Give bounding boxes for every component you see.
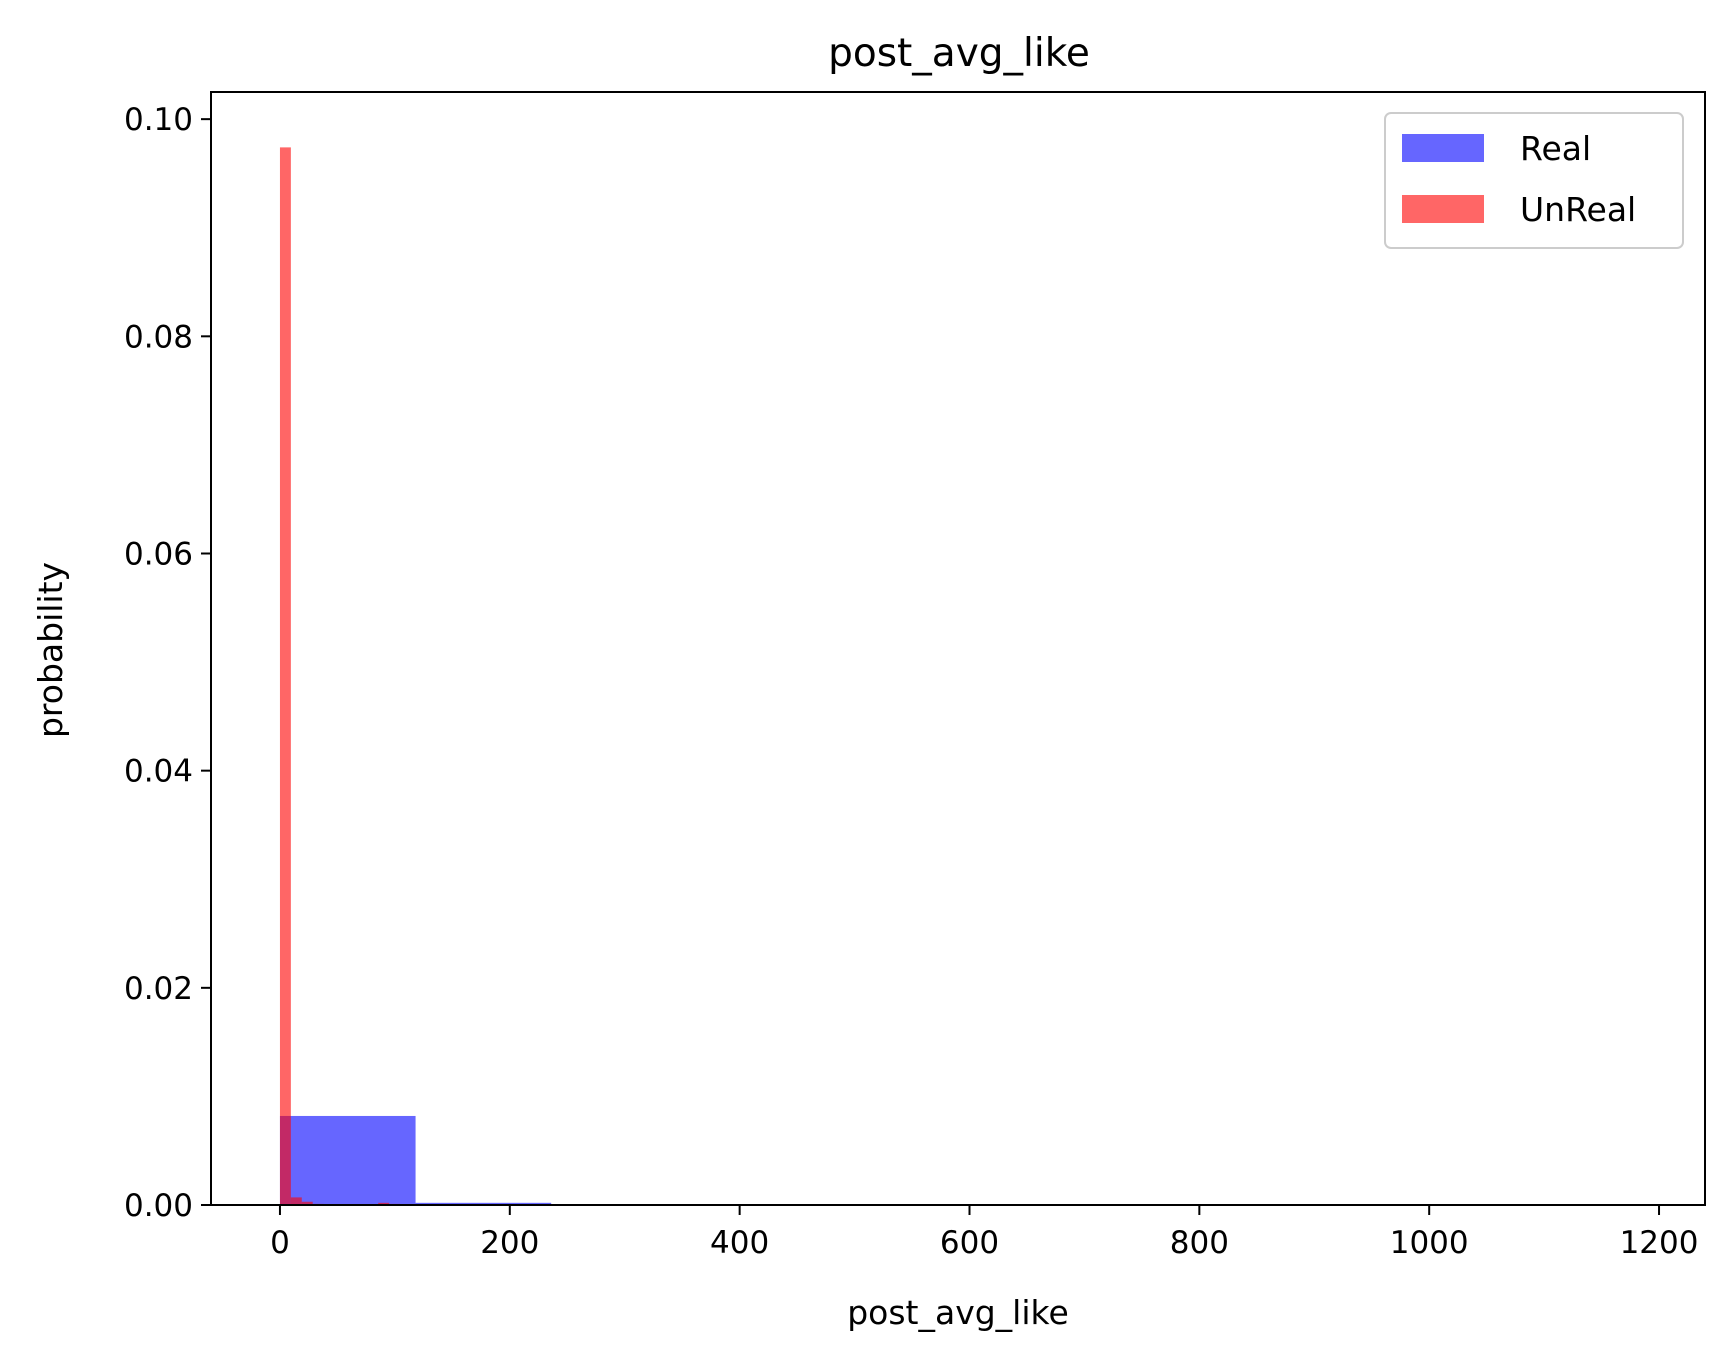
bar-unreal-1 — [290, 1197, 302, 1205]
x-tick-label: 400 — [710, 1225, 769, 1261]
x-axis: 0 200 400 600 800 1000 1200 — [270, 1205, 1698, 1261]
bar-unreal-0 — [279, 147, 291, 1205]
x-tick-label: 600 — [940, 1225, 999, 1261]
histogram-bars — [279, 147, 552, 1205]
y-tick-label: 0.00 — [124, 1188, 193, 1224]
legend-label-real: Real — [1520, 129, 1591, 168]
bar-real-1 — [415, 1202, 552, 1205]
y-tick-label: 0.08 — [124, 319, 193, 355]
x-axis-title: post_avg_like — [847, 1293, 1069, 1332]
x-tick-label: 800 — [1170, 1225, 1229, 1261]
y-tick-label: 0.04 — [124, 754, 193, 790]
x-tick-label: 1200 — [1620, 1225, 1699, 1261]
y-tick-label: 0.02 — [124, 971, 193, 1007]
x-tick-label: 200 — [480, 1225, 539, 1261]
plot-area-frame — [210, 91, 1706, 1206]
y-axis: 0.00 0.02 0.04 0.06 0.08 0.10 — [124, 102, 211, 1224]
bar-unreal-4 — [378, 1202, 390, 1205]
x-tick-label: 1000 — [1390, 1225, 1469, 1261]
legend: Real UnReal — [1384, 112, 1684, 249]
bar-unreal-2 — [301, 1201, 313, 1205]
legend-swatch-real — [1402, 134, 1484, 162]
legend-swatch-unreal — [1402, 195, 1484, 223]
chart-title: post_avg_like — [828, 31, 1090, 76]
y-tick-label: 0.10 — [124, 102, 193, 138]
y-axis-title: probability — [31, 562, 70, 738]
bar-real-0 — [279, 1115, 416, 1205]
x-tick-label: 0 — [270, 1225, 290, 1261]
y-tick-label: 0.06 — [124, 536, 193, 572]
legend-label-unreal: UnReal — [1520, 190, 1636, 229]
